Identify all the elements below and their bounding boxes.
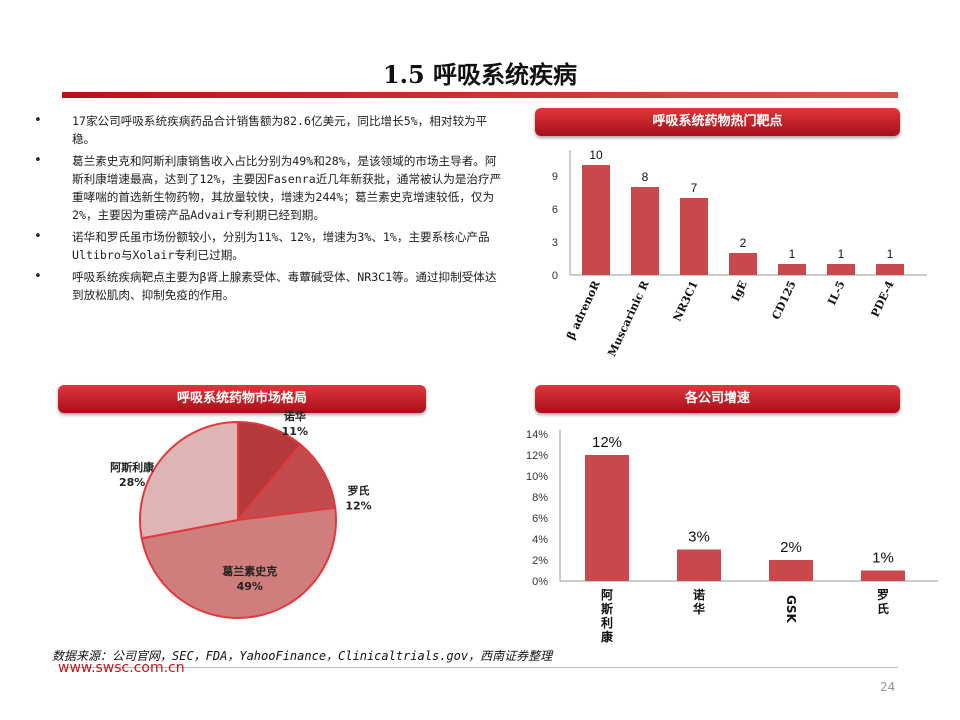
data-label: 7 (691, 181, 698, 195)
y-tick-label: 10% (526, 471, 548, 483)
bar (861, 570, 905, 581)
data-label: 12% (592, 434, 622, 451)
slice-label: 葛兰素史克 (221, 564, 277, 578)
page-title: 1.5 呼吸系统疾病 (382, 60, 578, 89)
data-label: 8 (642, 170, 649, 184)
y-tick-label: 14% (526, 429, 548, 441)
category-label: CD125 (769, 279, 798, 322)
y-tick-label: 9 (552, 171, 558, 183)
data-label: 2 (740, 236, 747, 250)
y-tick-label: 8% (532, 492, 548, 504)
bar (729, 253, 757, 275)
slice-value-label: 49% (237, 580, 263, 593)
bar (827, 264, 855, 275)
y-tick-label: 3 (552, 237, 558, 249)
bar (585, 455, 629, 581)
data-source-note: 数据来源：公司官网，SEC，FDA，YahooFinance，Clinicalt… (52, 649, 553, 663)
slice-label: 诺华 (284, 409, 306, 423)
slice-label: 阿斯利康 (110, 460, 155, 474)
bullet-list: 17家公司呼吸系统疾病药品合计销售额为82.6亿美元，同比增长5%，相对较为平稳… (32, 112, 502, 308)
bar (769, 560, 813, 581)
bar (680, 198, 708, 275)
footer-divider (62, 667, 898, 668)
bullet-item: 呼吸系统疾病靶点主要为β肾上腺素受体、毒蕈碱受体、NR3C1等。通过抑制受体达到… (32, 268, 502, 304)
bullet-item: 诺华和罗氏虽市场份额较小，分别为11%、12%，增速为3%、1%，主要系核心产品… (32, 228, 502, 264)
targets-bar-chart: 0 3 6 9 10 β adrenoR 8 Muscarinic R 7 NR3C1 2 IgE 1 C… (552, 148, 927, 359)
data-label: 3% (688, 529, 710, 546)
y-tick-label: 4% (532, 534, 548, 546)
banner-growth: 各公司增速 (535, 385, 900, 413)
bullet-item: 葛兰素史克和阿斯利康销售收入占比分别为49%和28%，是该领域的市场主导者。阿斯… (32, 152, 502, 224)
category-label: 罗氏 (877, 587, 889, 616)
y-tick-label: 2% (532, 555, 548, 567)
slice-value-label: 28% (119, 476, 145, 489)
growth-bar-chart: 0% 2% 4% 6% 8% 10% 12% 14% 12% 阿斯利康 3% 诺华 2% GSK 1% 罗氏 (526, 429, 938, 644)
bar (677, 549, 721, 581)
market-pie-chart: 诺华 11% 罗氏 12% 葛兰素史克 49% 阿斯利康 28% (110, 409, 372, 619)
y-tick-label: 0% (532, 576, 548, 588)
data-label: 10 (589, 148, 603, 162)
data-label: 1 (838, 247, 845, 261)
pie-slice (139, 420, 239, 540)
slice-value-label: 11% (282, 425, 308, 438)
y-tick-label: 6 (552, 204, 558, 216)
y-tick-label: 12% (526, 450, 548, 462)
category-label: NR3C1 (671, 279, 701, 324)
slice-label: 罗氏 (348, 484, 370, 498)
category-label: 阿斯利康 (601, 588, 614, 644)
bar (631, 187, 659, 275)
data-label: 2% (780, 539, 802, 556)
page-number: 24 (880, 680, 896, 694)
pie-slice (237, 420, 302, 523)
data-label: 1 (789, 247, 796, 261)
category-label: IL-5 (825, 279, 847, 307)
pie-slice (140, 506, 337, 619)
title-underline (62, 92, 898, 98)
banner-market-structure: 呼吸系统药物市场格局 (58, 385, 426, 413)
category-label: Muscarinic R (605, 278, 652, 359)
bar (582, 165, 610, 275)
bullet-item: 17家公司呼吸系统疾病药品合计销售额为82.6亿美元，同比增长5%，相对较为平稳… (32, 112, 502, 148)
banner-hot-targets: 呼吸系统药物热门靶点 (535, 108, 900, 136)
y-tick-label: 0 (552, 270, 558, 282)
category-label: IgE (729, 279, 750, 304)
bar (778, 264, 806, 275)
category-label: β adrenoR (564, 278, 603, 342)
category-label: PDE-4 (869, 278, 897, 319)
data-label: 1 (887, 247, 894, 261)
website-link[interactable]: www.swsc.com.cn (58, 660, 185, 676)
category-label: GSK (784, 595, 798, 623)
category-label: 诺华 (693, 587, 705, 616)
bar (876, 264, 904, 275)
pie-slice (235, 443, 337, 522)
slice-value-label: 12% (345, 500, 371, 513)
data-label: 1% (872, 550, 894, 567)
y-tick-label: 6% (532, 513, 548, 525)
